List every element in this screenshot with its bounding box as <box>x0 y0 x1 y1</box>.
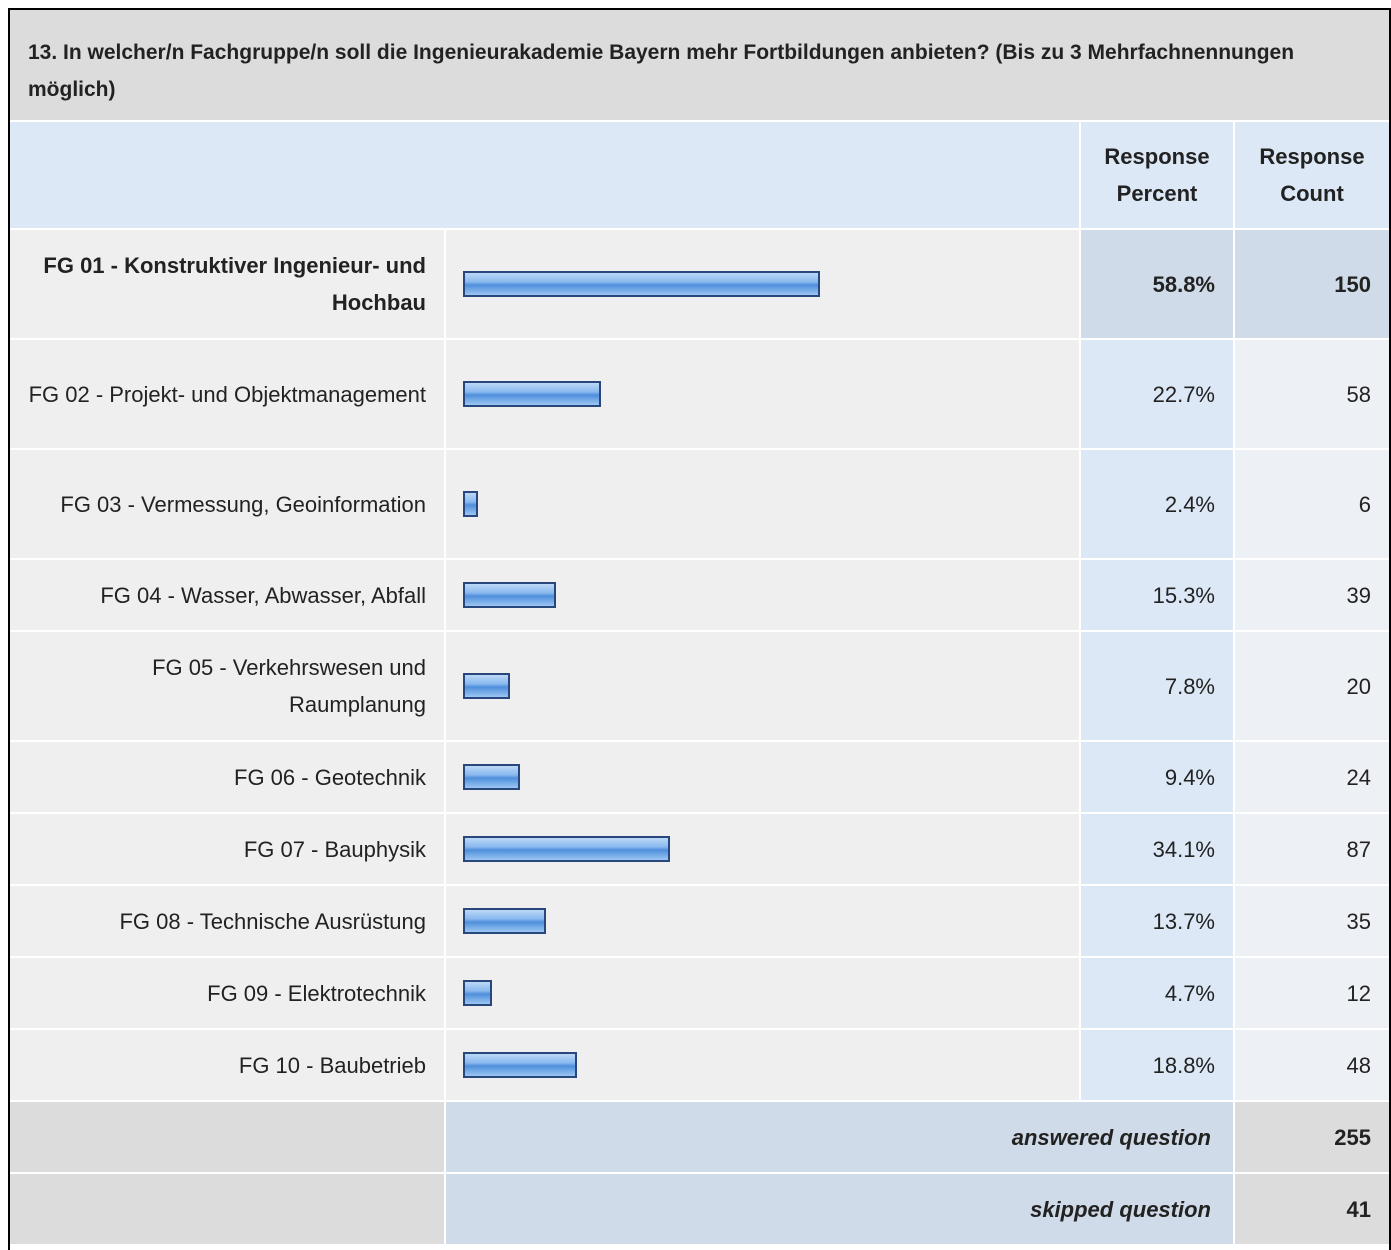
bar <box>463 908 547 934</box>
bar <box>463 1052 578 1078</box>
bar-cell <box>446 886 1079 956</box>
row-label: FG 04 - Wasser, Abwasser, Abfall <box>10 560 444 630</box>
response-percent: 15.3% <box>1081 560 1233 630</box>
column-header: Response Percent <box>1081 122 1233 228</box>
bar <box>463 980 492 1006</box>
bar-cell <box>446 742 1079 812</box>
bar-cell <box>446 450 1079 558</box>
bar <box>463 582 556 608</box>
bar-cell <box>446 340 1079 448</box>
footer-count: 41 <box>1235 1174 1389 1244</box>
response-count: 150 <box>1235 230 1389 338</box>
response-percent: 22.7% <box>1081 340 1233 448</box>
row-label: FG 09 - Elektrotechnik <box>10 958 444 1028</box>
response-count: 35 <box>1235 886 1389 956</box>
row-label: FG 07 - Bauphysik <box>10 814 444 884</box>
row-label: FG 03 - Vermessung, Geoinformation <box>10 450 444 558</box>
footer-label: skipped question <box>446 1174 1233 1244</box>
response-count: 20 <box>1235 632 1389 740</box>
row-label: FG 10 - Baubetrieb <box>10 1030 444 1100</box>
footer-label: answered question <box>446 1102 1233 1172</box>
bar-cell <box>446 560 1079 630</box>
bar <box>463 836 670 862</box>
bar-cell <box>446 632 1079 740</box>
row-label: FG 02 - Projekt- und Objektmanagement <box>10 340 444 448</box>
bar-cell <box>446 230 1079 338</box>
response-percent: 7.8% <box>1081 632 1233 740</box>
response-count: 6 <box>1235 450 1389 558</box>
footer-blank <box>10 1174 444 1244</box>
response-percent: 4.7% <box>1081 958 1233 1028</box>
column-header: Response Count <box>1235 122 1389 228</box>
response-count: 87 <box>1235 814 1389 884</box>
header-blank <box>10 122 1079 228</box>
survey-question: 13. In welcher/n Fachgruppe/n soll die I… <box>8 8 1391 1250</box>
response-percent: 34.1% <box>1081 814 1233 884</box>
bar <box>463 271 820 297</box>
bar-cell <box>446 958 1079 1028</box>
question-title: 13. In welcher/n Fachgruppe/n soll die I… <box>10 10 1389 120</box>
row-label: FG 01 - Konstruktiver Ingenieur- und Hoc… <box>10 230 444 338</box>
bar <box>463 764 521 790</box>
response-count: 48 <box>1235 1030 1389 1100</box>
bar <box>463 381 601 407</box>
response-count: 24 <box>1235 742 1389 812</box>
response-count: 39 <box>1235 560 1389 630</box>
response-count: 58 <box>1235 340 1389 448</box>
footer-count: 255 <box>1235 1102 1389 1172</box>
bar <box>463 673 511 699</box>
bar-cell <box>446 1030 1079 1100</box>
footer-blank <box>10 1102 444 1172</box>
response-percent: 9.4% <box>1081 742 1233 812</box>
response-percent: 13.7% <box>1081 886 1233 956</box>
response-percent: 18.8% <box>1081 1030 1233 1100</box>
bar-cell <box>446 814 1079 884</box>
row-label: FG 08 - Technische Ausrüstung <box>10 886 444 956</box>
response-count: 12 <box>1235 958 1389 1028</box>
row-label: FG 05 - Verkehrswesen und Raumplanung <box>10 632 444 740</box>
response-percent: 2.4% <box>1081 450 1233 558</box>
bar <box>463 491 478 517</box>
response-percent: 58.8% <box>1081 230 1233 338</box>
row-label: FG 06 - Geotechnik <box>10 742 444 812</box>
